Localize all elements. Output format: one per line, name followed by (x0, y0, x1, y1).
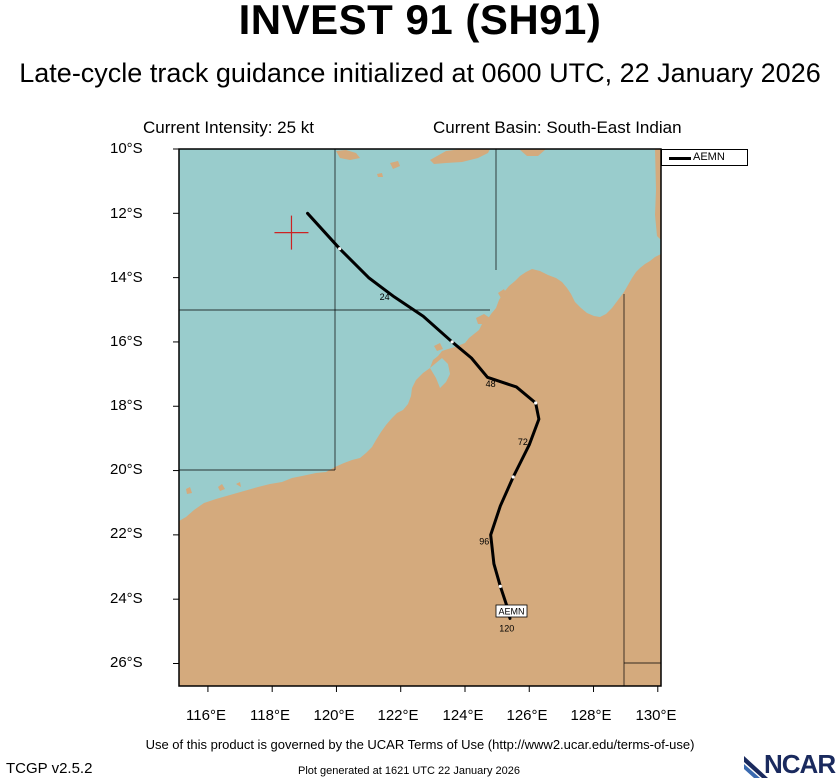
tau-labels: 24 48 72 96 120 (380, 292, 528, 633)
track-points (338, 247, 538, 588)
island (377, 173, 383, 177)
lat-label: 22°S (110, 525, 143, 542)
lon-label: 122°E (377, 707, 419, 724)
tau-label: 96 (479, 537, 489, 547)
legend-swatch (669, 157, 691, 160)
legend: AEMN (661, 149, 748, 166)
lat-label: 20°S (110, 461, 143, 478)
lat-label: 14°S (110, 269, 143, 286)
tau-label: 120 (499, 623, 514, 633)
map-subtitle: Late-cycle track guidance initialized at… (19, 58, 821, 88)
current-intensity: Current Intensity: 25 kt (143, 118, 315, 137)
island (236, 482, 241, 487)
legend-entry: AEMN (693, 151, 725, 163)
track-end-text: AEMN (498, 607, 524, 617)
track-end-label: AEMN (495, 604, 528, 618)
track-point (534, 401, 538, 405)
current-position-marker (274, 215, 309, 250)
ncar-logo-icon (744, 756, 768, 778)
land-mainland (179, 254, 661, 686)
island (390, 161, 400, 169)
ncar-logo: NCAR (742, 748, 836, 780)
lat-label: 16°S (110, 333, 143, 350)
lat-label: 12°S (110, 205, 143, 222)
ncar-logo-text: NCAR (764, 749, 836, 779)
island (336, 150, 360, 160)
track-point (450, 340, 454, 344)
axis-ticks (173, 148, 659, 692)
island (655, 149, 661, 240)
island (434, 343, 443, 351)
lon-label: 124°E (442, 707, 484, 724)
tau-label: 48 (486, 379, 496, 389)
king-sound (430, 358, 450, 388)
lat-label: 26°S (110, 654, 143, 671)
lat-label: 18°S (110, 397, 143, 414)
graticule (179, 149, 661, 686)
lon-label: 120°E (313, 707, 355, 724)
version-label: TCGP v2.5.2 (6, 760, 93, 777)
island (498, 289, 507, 298)
lon-label: 130°E (635, 707, 677, 724)
track-point (498, 584, 502, 588)
current-basin: Current Basin: South-East Indian (433, 118, 682, 137)
lon-label: 118°E (250, 707, 290, 724)
island (186, 487, 192, 494)
lon-label: 126°E (506, 707, 548, 724)
timor-coast (430, 149, 490, 164)
terms-of-use: Use of this product is governed by the U… (145, 737, 695, 752)
track-point (511, 475, 515, 479)
map-title: INVEST 91 (SH91) (238, 0, 602, 43)
lon-label: 116°E (186, 707, 226, 724)
island (218, 484, 225, 491)
lat-label: 10°S (110, 140, 143, 157)
generated-timestamp: Plot generated at 1621 UTC 22 January 20… (298, 765, 520, 777)
tau-label: 72 (518, 437, 528, 447)
island (476, 314, 490, 324)
track-point (338, 247, 342, 251)
tau-label: 24 (380, 292, 390, 302)
map-frame (178, 148, 662, 687)
lat-label: 24°S (110, 590, 143, 607)
island (519, 149, 546, 156)
lon-label: 128°E (570, 707, 612, 724)
